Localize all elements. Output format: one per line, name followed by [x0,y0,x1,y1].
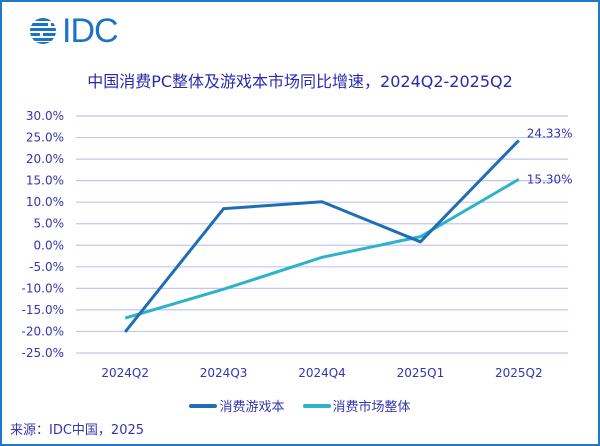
legend-swatch-overall [302,403,331,408]
y-tick-label: 5.0% [34,217,65,231]
logo-text: IDC [62,12,119,50]
y-tick-label: 10.0% [26,195,64,209]
y-tick-label: -10.0% [22,281,64,295]
legend-item-gaming: 消费游戏本 [189,396,285,415]
source-note: 来源：IDC中国，2025 [10,423,145,438]
data-label: 24.33% [527,126,573,140]
x-tick-label: 2025Q1 [397,366,445,380]
y-tick-label: -25.0% [22,346,64,360]
x-tick-label: 2024Q3 [200,366,248,380]
x-tick-label: 2025Q2 [495,366,543,380]
y-tick-label: 15.0% [26,174,64,188]
legend-item-overall: 消费市场整体 [302,396,411,415]
globe-icon [30,18,56,44]
legend-label-gaming: 消费游戏本 [219,400,285,415]
y-tick-label: -15.0% [22,303,64,317]
idc-logo: IDC [28,12,119,50]
y-tick-label: 30.0% [26,109,64,123]
y-tick-label: -20.0% [22,324,64,338]
y-tick-label: 20.0% [26,152,64,166]
series-line-overall [124,178,520,320]
data-label: 15.30% [527,172,573,186]
legend-label-overall: 消费市场整体 [332,400,411,415]
y-tick-label: 25.0% [26,131,64,145]
x-tick-label: 2024Q4 [298,366,346,380]
chart-title: 中国消费PC整体及游戏本市场同比增速，2024Q2-2025Q2 [87,72,513,91]
x-tick-label: 2024Q2 [101,366,149,380]
legend: 消费游戏本 消费市场整体 [0,396,600,415]
legend-swatch-gaming [189,403,218,408]
y-tick-label: 0.0% [34,238,65,252]
y-tick-label: -5.0% [29,260,64,274]
series-line-gaming [124,139,520,333]
